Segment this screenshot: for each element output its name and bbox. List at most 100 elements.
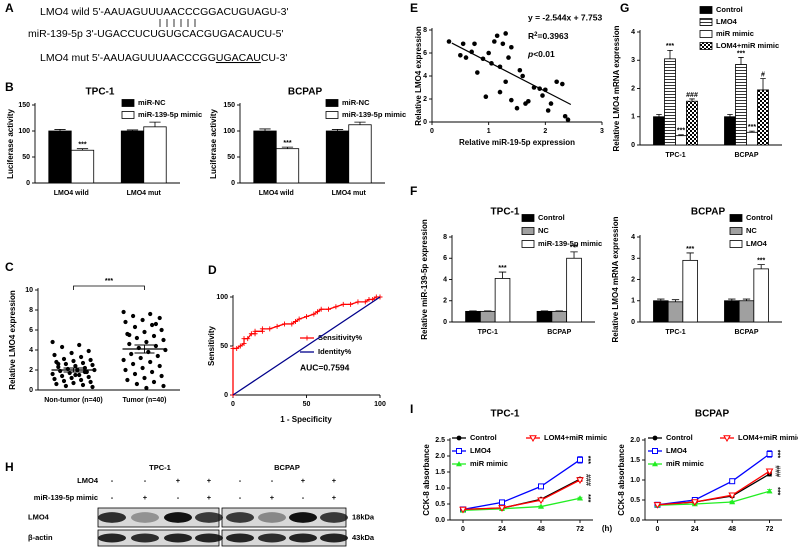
data-point [82,369,87,375]
data-point [554,79,559,85]
significance: *** [584,494,591,502]
y-tick-label: 8 [423,27,427,34]
y-axis-label: Relative LMO4 expression [8,290,17,390]
y-tick-label: 0.0 [630,517,640,524]
bar [465,310,481,323]
treatment-sign: - [111,493,114,502]
x-tick-label: 72 [576,526,584,533]
legend-label: miR-NC [342,98,370,107]
y-tick-label: 4 [443,276,447,283]
blot-band [164,512,192,523]
error-bar [331,129,344,131]
r-squared: R2=0.3963 [528,31,569,41]
x-tick-label: 24 [691,526,699,533]
fit-line [451,42,572,106]
significance: *** [737,50,745,57]
treatment-sign: + [332,493,337,502]
y-tick-label: 0.5 [435,501,445,508]
data-point [86,374,91,380]
legend-label: NC [746,226,757,235]
series-line [462,497,581,512]
data-point [144,385,149,391]
bar [479,310,496,323]
panel-letter: A [5,1,14,15]
panel-letter: D [208,263,217,277]
data-point [134,335,139,341]
marker [311,311,317,317]
y-tick-label: 1.5 [435,469,445,476]
bar [738,300,755,323]
significance: *** [757,257,765,264]
legend-swatch [729,240,743,248]
y-tick-label: 50 [22,154,30,161]
bar [667,301,684,323]
significance: # [761,71,765,78]
error-bar [656,114,662,117]
legend-label: LMO4 [666,446,688,455]
legend-swatch [521,240,535,248]
data-point [472,41,477,47]
series-line [462,479,581,511]
data-point [153,321,158,327]
legend-swatch [121,99,135,107]
bar [120,130,145,184]
data-point [79,354,84,360]
data-point [475,70,480,75]
data-point [483,94,489,99]
error-bar [657,298,665,301]
blot-size-label: 18kDa [352,512,375,521]
significance: *** [748,124,756,131]
y-tick-label: 100 [223,128,235,135]
chart-title: BCPAP [691,207,726,218]
regression-annotation: y = -2.544x + 7.753 R2=0.3963 p<0.01 [527,12,602,59]
x-axis-label: Relative miR-19-5p expression [459,138,575,147]
sequence-mut-suffix: CU-3' [261,52,288,64]
bar [494,278,511,323]
x-tick-label: 50 [303,401,311,408]
r-squared-sup: 2 [534,32,538,38]
error-bar [149,121,161,127]
data-point [148,311,153,317]
data-point [73,363,78,369]
panel-letter: B [5,80,14,94]
marker [362,299,368,305]
x-tick-label: 2 [543,128,547,135]
x-tick-label: 0 [656,526,660,533]
blot-band-label: β-actin [28,533,53,542]
data-point [61,356,67,362]
error-bar [686,252,694,261]
y-tick-label: 2 [443,298,447,305]
y-axis-label: Relative LMO4 mRNA expression [612,25,621,151]
significance: *** [584,456,591,464]
chart-title: BCPAP [695,409,730,420]
chart-title: TPC-1 [86,87,115,98]
x-tick-label: 0 [430,128,434,135]
legend-swatch [121,111,135,119]
x-axis-label: 1 - Specificity [280,415,332,424]
y-tick-label: 4 [631,29,635,36]
data-point [79,377,84,383]
bar [664,58,676,146]
marker [577,456,583,463]
marker [245,336,251,342]
marker [538,503,544,509]
data-point [127,332,132,338]
p-value: p<0.01 [527,49,555,59]
series-line [462,459,581,511]
data-point [144,339,149,345]
y-tick-label: 50 [227,154,235,161]
data-point [121,357,126,363]
legend-label: LOM4+miR mimic [544,433,607,442]
r-squared-value: =0.3963 [537,31,568,41]
marker [304,335,310,341]
y-tick-label: 6 [423,50,427,57]
data-point [71,380,76,386]
sem-bar [63,367,84,373]
data-point [157,315,162,321]
marker [355,299,361,305]
significance: *** [677,128,685,135]
data-point [88,379,93,385]
y-tick-label: 0.0 [435,517,445,524]
blot-band [289,512,317,523]
legend-label: Identity% [318,347,352,356]
